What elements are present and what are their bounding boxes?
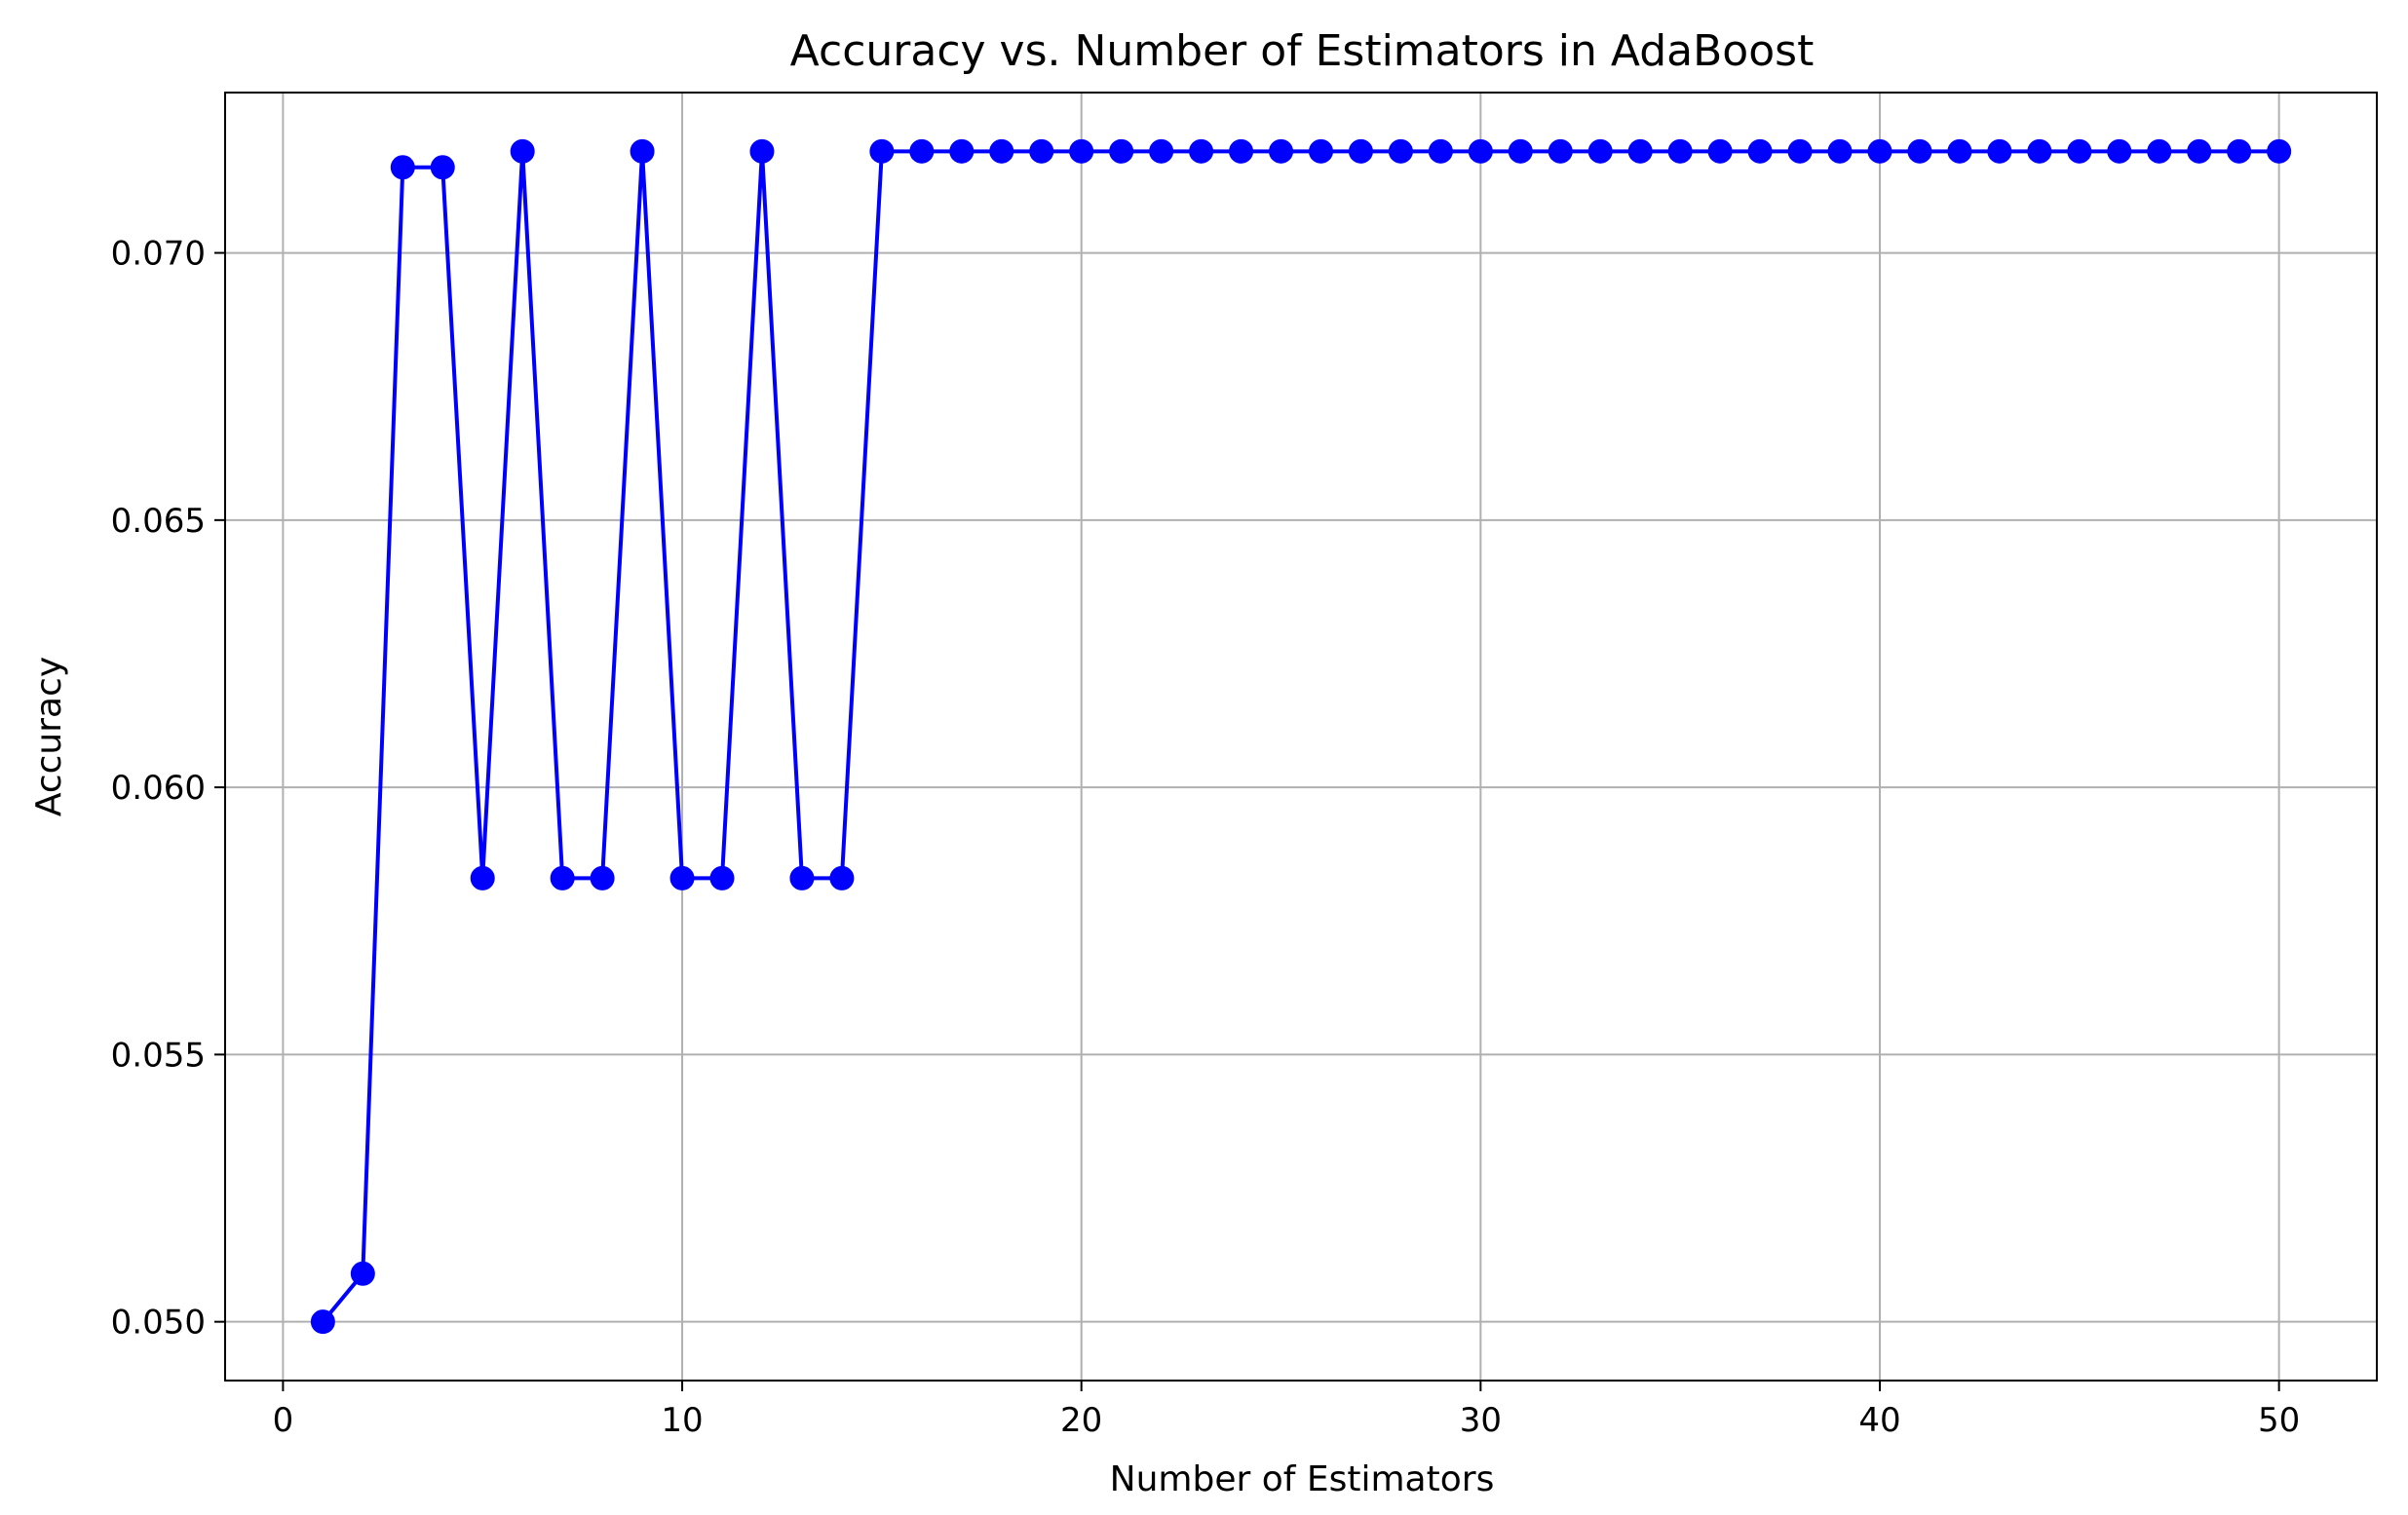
data-point <box>829 865 855 890</box>
data-point <box>1548 138 1573 164</box>
data-point <box>869 138 895 164</box>
data-point <box>2187 138 2212 164</box>
data-point <box>1747 138 1773 164</box>
y-tick-label: 0.065 <box>111 502 206 541</box>
data-point <box>1428 138 1453 164</box>
data-point <box>2227 138 2252 164</box>
data-point <box>909 138 935 164</box>
data-point <box>749 138 775 164</box>
plot-area-frame <box>224 92 2378 1382</box>
x-axis-ticks: 0 10 20 30 40 50 <box>273 1381 2300 1440</box>
data-point <box>2147 138 2172 164</box>
data-point <box>2027 138 2052 164</box>
data-point <box>1787 138 1813 164</box>
data-point <box>1229 138 1254 164</box>
data-point <box>709 865 735 890</box>
data-point <box>1627 138 1653 164</box>
x-axis-title: Number of Estimators <box>1110 1459 1495 1499</box>
data-point <box>630 138 655 164</box>
data-point <box>1149 138 1174 164</box>
data-point <box>1269 138 1294 164</box>
data-point <box>1508 138 1533 164</box>
y-axis-ticks: 0.050 0.055 0.060 0.065 0.070 <box>111 235 225 1343</box>
data-point <box>1069 138 1094 164</box>
data-point <box>470 865 495 890</box>
data-point <box>1987 138 2012 164</box>
data-point <box>989 138 1014 164</box>
data-point <box>590 865 615 890</box>
chart-title: Accuracy vs. Number of Estimators in Ada… <box>790 26 1815 76</box>
grid-lines <box>225 93 2377 1381</box>
data-point <box>1189 138 1214 164</box>
x-tick-label: 50 <box>2258 1401 2300 1440</box>
data-point <box>350 1261 375 1286</box>
data-point <box>1388 138 1413 164</box>
data-point <box>1667 138 1693 164</box>
data-point <box>669 865 695 890</box>
data-point <box>949 138 975 164</box>
data-point <box>2267 138 2292 164</box>
data-point <box>510 138 535 164</box>
data-point <box>1707 138 1733 164</box>
y-tick-label: 0.060 <box>111 769 206 808</box>
data-point <box>550 865 575 890</box>
data-point <box>1587 138 1613 164</box>
data-point <box>310 1309 335 1335</box>
y-tick-label: 0.050 <box>111 1304 206 1343</box>
series-layer <box>310 138 2292 1335</box>
data-point <box>2067 138 2092 164</box>
data-point <box>789 865 815 890</box>
data-point <box>1029 138 1054 164</box>
data-point <box>430 155 455 180</box>
data-point <box>1308 138 1333 164</box>
y-tick-label: 0.055 <box>111 1036 206 1075</box>
y-tick-label: 0.070 <box>111 235 206 274</box>
data-point <box>2107 138 2132 164</box>
data-point <box>390 155 415 180</box>
x-tick-label: 20 <box>1060 1401 1102 1440</box>
x-tick-label: 0 <box>273 1401 294 1440</box>
x-tick-label: 30 <box>1460 1401 1502 1440</box>
data-point <box>1867 138 1892 164</box>
x-tick-label: 10 <box>661 1401 703 1440</box>
data-point <box>1109 138 1134 164</box>
x-tick-label: 40 <box>1858 1401 1900 1440</box>
data-point <box>1468 138 1493 164</box>
y-axis-title: Accuracy <box>29 657 69 816</box>
data-point <box>1907 138 1932 164</box>
data-point <box>1947 138 1972 164</box>
data-point <box>1827 138 1853 164</box>
data-point <box>1348 138 1373 164</box>
